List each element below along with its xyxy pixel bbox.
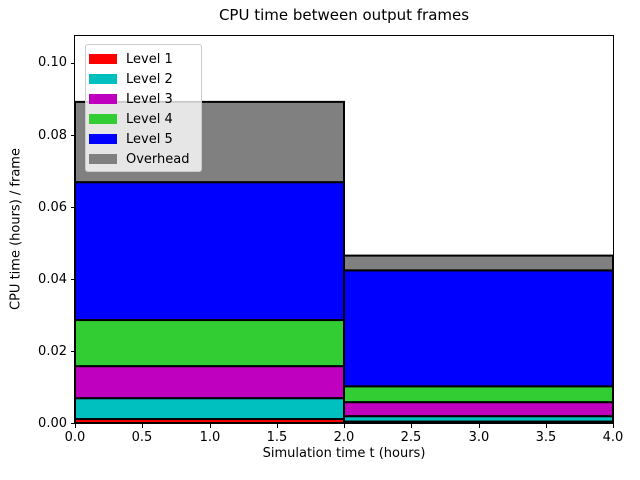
y-tick-label: 0.02 xyxy=(38,344,67,359)
legend-label: Level 2 xyxy=(126,71,173,87)
y-tick-mark xyxy=(71,207,75,208)
bar-segment-level-3 xyxy=(75,365,345,400)
x-tick-mark xyxy=(479,424,480,428)
y-tick-mark xyxy=(71,351,75,352)
x-tick-label: 0.5 xyxy=(131,430,153,445)
x-tick-mark xyxy=(277,424,278,428)
legend-swatch-icon xyxy=(89,94,117,104)
x-tick-mark xyxy=(142,424,143,428)
legend-item-overhead: Overhead xyxy=(89,149,195,169)
legend-swatch-icon xyxy=(89,74,117,84)
x-tick-label: 3.5 xyxy=(535,430,557,445)
y-tick-label: 0.00 xyxy=(38,416,67,431)
x-tick-label: 3.0 xyxy=(468,430,490,445)
x-axis-label: Simulation time t (hours) xyxy=(262,446,426,461)
x-tick-label: 0.0 xyxy=(64,430,86,445)
x-tick-label: 1.5 xyxy=(266,430,288,445)
legend-swatch-icon xyxy=(89,134,117,144)
bar-segment-level-5 xyxy=(343,269,613,388)
legend: Level 1 Level 2 Level 3 Level 4 Level 5 Overh… xyxy=(85,44,202,172)
bar-segment-level-3 xyxy=(343,401,613,418)
chart-title: CPU time between output frames xyxy=(218,6,470,24)
legend-item-level-4: Level 4 xyxy=(89,109,195,129)
x-tick-mark xyxy=(546,424,547,428)
legend-item-level-5: Level 5 xyxy=(89,129,195,149)
bar-segment-level-5 xyxy=(75,181,345,322)
bar-segment-level-4 xyxy=(343,385,613,404)
legend-item-level-3: Level 3 xyxy=(89,89,195,109)
y-tick-label: 0.10 xyxy=(38,55,67,70)
y-tick-label: 0.04 xyxy=(38,272,67,287)
legend-item-level-2: Level 2 xyxy=(89,69,195,89)
y-tick-mark xyxy=(71,423,75,424)
legend-label: Overhead xyxy=(126,151,190,167)
legend-swatch-icon xyxy=(89,154,117,164)
y-axis-label: CPU time (hours) / frame xyxy=(8,148,24,310)
y-tick-label: 0.08 xyxy=(38,128,67,143)
y-tick-mark xyxy=(71,63,75,64)
y-tick-mark xyxy=(71,279,75,280)
stacked-bars xyxy=(75,100,613,423)
x-tick-mark xyxy=(210,424,211,428)
legend-label: Level 4 xyxy=(126,111,173,127)
x-tick-label: 4.0 xyxy=(602,430,624,445)
legend-swatch-icon xyxy=(89,54,117,64)
x-tick-label: 2.0 xyxy=(333,430,355,445)
legend-label: Level 5 xyxy=(126,131,173,147)
plot-area xyxy=(74,35,614,424)
legend-label: Level 1 xyxy=(126,51,173,67)
y-tick-mark xyxy=(71,135,75,136)
bar-segment-overhead xyxy=(343,254,613,272)
bar-segment-level-2 xyxy=(75,397,345,421)
x-tick-label: 1.0 xyxy=(199,430,221,445)
legend-swatch-icon xyxy=(89,114,117,124)
legend-label: Level 3 xyxy=(126,91,173,107)
x-tick-mark xyxy=(411,424,412,428)
x-tick-mark xyxy=(344,424,345,428)
x-tick-label: 2.5 xyxy=(400,430,422,445)
y-tick-label: 0.06 xyxy=(38,200,67,215)
x-tick-mark xyxy=(75,424,76,428)
legend-item-level-1: Level 1 xyxy=(89,49,195,69)
bar-segment-level-4 xyxy=(75,319,345,368)
x-tick-mark xyxy=(613,424,614,428)
